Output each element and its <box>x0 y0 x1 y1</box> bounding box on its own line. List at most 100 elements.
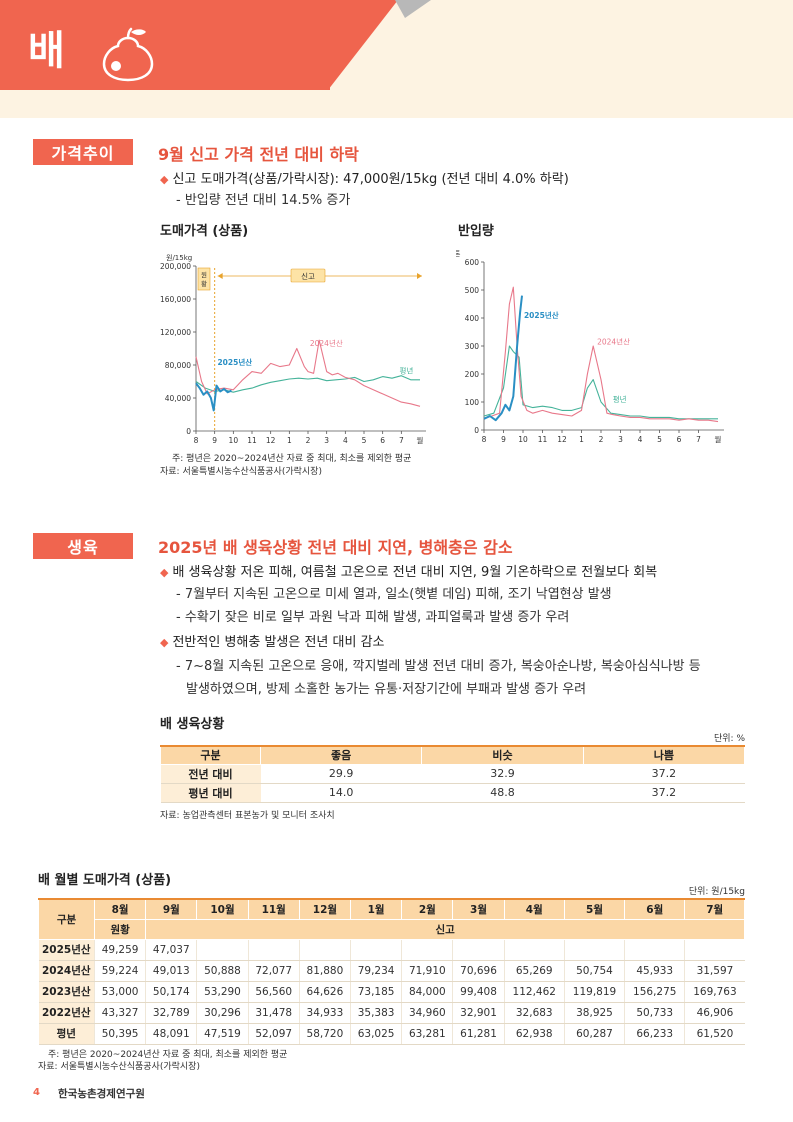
table-cell: 59,224 <box>93 960 146 982</box>
row-label: 전년 대비 <box>160 764 261 784</box>
y-tick-label: 300 <box>465 342 480 351</box>
table-cell <box>196 939 249 961</box>
growth-sub-4: 발생하였으며, 방제 소홀한 농가는 유통·저장기간에 부패과 발생 증가 우려 <box>186 682 587 697</box>
y-tick-label: 80,000 <box>165 361 191 370</box>
section-tag-growth: 생육 <box>33 533 133 559</box>
x-tick-label: 월 <box>417 435 424 445</box>
x-tick-label: 7 <box>696 435 701 444</box>
table-cell: 32,683 <box>503 1002 565 1024</box>
row-label: 2023년산 <box>38 981 95 1003</box>
y-tick-label: 400 <box>465 314 480 323</box>
table-header-row: 구분 8월 9월 10월 11월 12월 1월 2월 3월 4월 5월 6월 7… <box>38 898 745 940</box>
table-cell: 50,395 <box>93 1023 146 1045</box>
table-cell: 47,519 <box>196 1023 249 1045</box>
header-band <box>0 0 330 90</box>
table-cell <box>563 939 625 961</box>
table-cell: 71,910 <box>401 960 453 982</box>
table-row: 2023년산 53,000 50,174 53,290 56,560 64,626 73,1… <box>38 981 745 1003</box>
variety-header: 신고 <box>145 918 745 940</box>
table-cell: 43,327 <box>93 1002 146 1024</box>
table-cell: 32,901 <box>452 1002 505 1024</box>
table-header: 구분 <box>160 745 261 765</box>
header-grey-accent <box>395 0 431 18</box>
table-cell: 62,938 <box>503 1023 565 1045</box>
table-cell: 31,478 <box>247 1002 300 1024</box>
month-header: 9월 <box>145 898 198 920</box>
singo-box <box>290 268 326 283</box>
x-tick-label: 10 <box>518 435 528 444</box>
table-cell: 35,383 <box>350 1002 402 1024</box>
growth-table-title: 배 생육상황 <box>160 717 225 732</box>
table-row: 2022년산 43,327 32,789 30,296 31,478 34,933 35,3… <box>38 1002 745 1024</box>
wonhwang-label: 황 <box>201 279 207 288</box>
growth-table: 구분 좋음 비슷 나쁨 전년 대비 29.9 32.9 37.2 평년 대비 1… <box>160 745 746 803</box>
growth-bullet-2: ◆ 전반적인 병해충 발생은 전년 대비 감소 <box>160 635 385 650</box>
table-corner: 구분 <box>38 898 95 940</box>
monthly-table-unit: 단위: 원/15kg <box>688 887 745 897</box>
table-cell: 52,097 <box>247 1023 300 1045</box>
wonhwang-box <box>197 267 211 291</box>
table-cell: 32,789 <box>145 1002 197 1024</box>
x-tick-label: 8 <box>194 436 199 445</box>
table-cell: 34,960 <box>401 1002 453 1024</box>
x-tick-label: 2 <box>306 436 311 445</box>
table-cell <box>684 939 745 961</box>
table-row: 전년 대비 29.9 32.9 37.2 <box>160 764 745 784</box>
section-title-growth: 2025년 배 생육상황 전년 대비 지연, 병해충은 감소 <box>158 538 513 557</box>
series-label: 2024년산 <box>597 337 630 347</box>
month-header: 12월 <box>298 898 352 920</box>
table-cell: 14.0 <box>260 783 422 803</box>
table-cell: 61,520 <box>684 1023 745 1045</box>
table-header: 나쁨 <box>582 745 746 765</box>
table-cell: 48.8 <box>421 783 584 803</box>
table-cell: 50,754 <box>563 960 625 982</box>
series-label: 2025년산 <box>217 357 252 367</box>
table-cell <box>247 939 300 961</box>
y-tick-label: 500 <box>465 286 480 295</box>
table-cell <box>298 939 351 961</box>
table-cell: 47,037 <box>145 939 197 961</box>
x-tick-label: 10 <box>229 436 239 445</box>
growth-sub-2: - 수확기 잦은 비로 일부 과원 낙과 피해 발생, 과피얼룩과 발생 증가 … <box>176 610 570 625</box>
table-cell: 56,560 <box>247 981 300 1003</box>
table-cell: 50,888 <box>196 960 249 982</box>
month-header: 5월 <box>563 898 626 920</box>
x-tick-label: 1 <box>287 436 292 445</box>
y-tick-label: 160,000 <box>160 295 191 304</box>
monthly-table-title: 배 월별 도매가격 (상품) <box>38 873 172 888</box>
monthly-table-note: 주: 평년은 2020~2024년산 자료 중 최대, 최소를 제외한 평균 <box>48 1050 288 1060</box>
table-cell: 119,819 <box>563 981 625 1003</box>
table-row: 평년 50,395 48,091 47,519 52,097 58,720 63,025 63… <box>38 1023 745 1045</box>
table-cell: 32.9 <box>421 764 584 784</box>
growth-sub-1: - 7월부터 지속된 고온으로 미세 열과, 일소(햇볕 데임) 피해, 조기 … <box>176 587 612 602</box>
table-cell: 30,296 <box>196 1002 249 1024</box>
series-line-2025 <box>483 295 523 422</box>
table-cell: 73,185 <box>350 981 402 1003</box>
x-tick-label: 1 <box>579 435 584 444</box>
monthly-price-table: 구분 8월 9월 10월 11월 12월 1월 2월 3월 4월 5월 6월 7… <box>38 898 745 1045</box>
chart-title-volume: 반입량 <box>458 224 494 239</box>
growth-table-unit: 단위: % <box>713 734 745 744</box>
row-label: 2025년산 <box>38 939 95 961</box>
table-subheader-row: 원황 신고 <box>39 918 745 940</box>
x-tick-label: 5 <box>657 435 662 444</box>
table-row: 평년 대비 14.0 48.8 37.2 <box>160 783 745 803</box>
x-tick-label: 9 <box>212 436 217 445</box>
table-cell: 50,733 <box>624 1002 685 1024</box>
table-cell <box>624 939 685 961</box>
table-cell: 46,906 <box>684 1002 745 1024</box>
y-tick-label: 200,000 <box>160 262 191 271</box>
y-tick-label: 100 <box>465 398 480 407</box>
series-label: 2024년산 <box>310 338 343 348</box>
chart-note: 주: 평년은 2020~2024년산 자료 중 최대, 최소를 제외한 평균 <box>172 454 412 464</box>
table-cell: 63,025 <box>350 1023 402 1045</box>
series-line-2025 <box>195 382 232 412</box>
table-cell <box>503 939 565 961</box>
row-label: 평년 <box>38 1023 95 1045</box>
month-header: 3월 <box>452 898 505 920</box>
price-sub: - 반입량 전년 대비 14.5% 증가 <box>176 193 351 208</box>
section-title-price: 9월 신고 가격 전년 대비 하락 <box>158 145 359 164</box>
table-cell: 49,013 <box>145 960 197 982</box>
table-cell: 70,696 <box>452 960 505 982</box>
monthly-table-source: 자료: 서울특별시농수산식품공사(가락시장) <box>38 1062 200 1072</box>
